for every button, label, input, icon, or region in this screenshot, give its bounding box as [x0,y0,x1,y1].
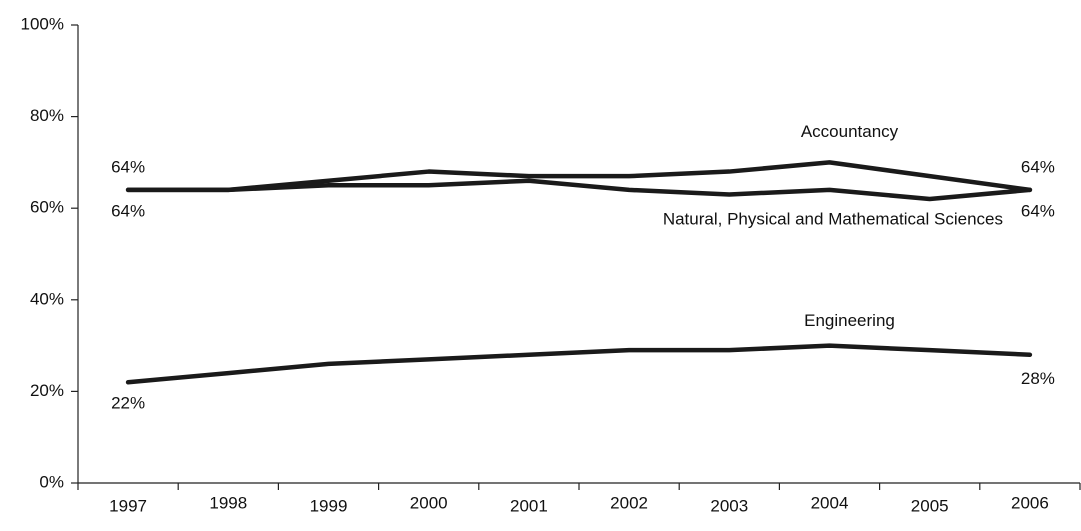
series-line [125,343,1033,385]
series-label: Natural, Physical and Mathematical Scien… [663,209,1003,228]
data-label: 64% [1021,157,1055,176]
x-tick-label: 1998 [209,493,247,512]
y-tick-label: 100% [21,14,64,33]
y-tick-label: 20% [30,381,64,400]
x-tick-label: 2000 [410,493,448,512]
data-label: 28% [1021,369,1055,388]
data-label: 64% [111,157,145,176]
y-tick-label: 60% [30,198,64,217]
x-tick-label: 2006 [1011,493,1049,512]
series-line [125,178,1033,202]
series-label: Engineering [804,311,895,330]
series-label: Accountancy [801,122,899,141]
x-tick-label: 2005 [911,496,949,515]
x-tick-label: 2001 [510,496,548,515]
x-tick-label: 1999 [310,496,348,515]
series-line [125,160,1033,193]
data-label: 64% [111,201,145,220]
x-tick-label: 2004 [811,493,849,512]
y-tick-label: 80% [30,106,64,125]
data-label: 22% [111,394,145,413]
x-tick-label: 1997 [109,496,147,515]
y-tick-label: 0% [39,472,64,491]
x-tick-label: 2003 [710,496,748,515]
x-tick-label: 2002 [610,493,648,512]
y-tick-label: 40% [30,289,64,308]
data-label: 64% [1021,201,1055,220]
